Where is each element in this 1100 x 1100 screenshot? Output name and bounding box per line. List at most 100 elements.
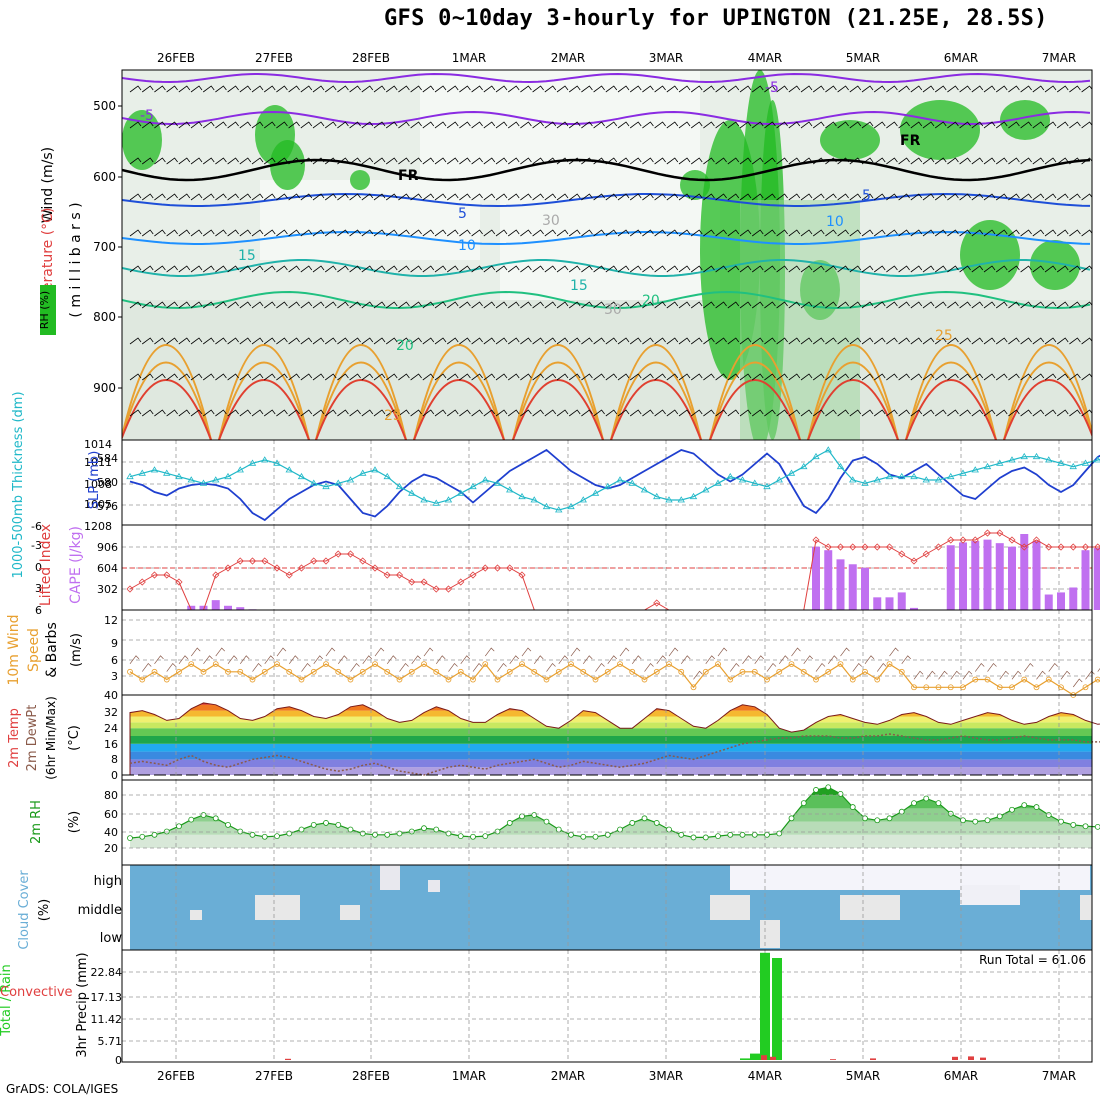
wind-speed-marker (727, 676, 734, 683)
lifted-index-marker (150, 571, 159, 579)
surface-wind-barb (766, 663, 777, 672)
rh-marker (531, 812, 538, 818)
contour-label: 30 (604, 302, 622, 318)
lifted-index-line (129, 532, 1100, 611)
upper-wind-barb (995, 157, 1008, 165)
upper-wind-barb (337, 409, 349, 417)
lifted-index-marker (1020, 543, 1028, 551)
upper-wind-barb (166, 85, 178, 93)
upper-wind-barb (349, 85, 361, 93)
upper-wind-barb (263, 265, 276, 273)
upper-wind-barb (886, 265, 898, 273)
upper-wind-barb (788, 337, 801, 345)
wind-speed-marker (996, 684, 1003, 691)
upper-wind-barb (605, 373, 618, 381)
lifted-index-marker (383, 571, 391, 579)
lifted-index-tick: -3 (31, 539, 42, 552)
upper-wind-barb (459, 409, 471, 417)
surface-wind-barb (190, 647, 201, 657)
wind-speed-marker (690, 684, 697, 691)
cape-bar (824, 550, 833, 610)
pressure-tick: 900 (93, 381, 116, 395)
upper-wind-barb (495, 265, 508, 273)
precip-tick: 11.42 (91, 1013, 123, 1026)
upper-wind-barb (629, 193, 642, 201)
thickness-marker (285, 466, 293, 473)
rh-marker (923, 795, 930, 802)
upper-wind-barb (910, 121, 923, 129)
rh-shade (122, 300, 1092, 440)
bottom-date-label: 1MAR (452, 1069, 487, 1083)
thickness-marker (530, 496, 538, 503)
rh-marker (555, 826, 562, 833)
upper-wind-barb (202, 121, 215, 129)
rh-marker (1070, 822, 1077, 828)
wind-speed-marker (163, 676, 170, 683)
rh-marker (935, 800, 942, 807)
upper-wind-barb (581, 157, 593, 165)
upper-wind-barb (751, 301, 764, 309)
wind-speed-marker (506, 668, 513, 675)
lifted-index-marker (138, 578, 146, 586)
upper-wind-barb (178, 373, 191, 381)
upper-wind-barb (959, 337, 971, 345)
upper-wind-barb (398, 85, 410, 93)
upper-wind-barb (1069, 157, 1081, 165)
cape-tick: 906 (97, 541, 118, 554)
upper-wind-barb (1020, 373, 1032, 381)
upper-wind-barb (715, 121, 727, 129)
upper-wind-barb (178, 193, 191, 201)
upper-wind-barb (800, 265, 813, 273)
upper-wind-barb (617, 301, 630, 309)
upper-wind-barb (141, 157, 154, 165)
precip-tick: 22.84 (91, 966, 123, 979)
contour-label: 5 (862, 188, 871, 204)
thickness-marker (1057, 459, 1065, 466)
contour-label: -5 (140, 108, 154, 124)
temp-axis-label-3: (6hr Min/Max) (44, 696, 58, 780)
wind-speed-marker (678, 668, 685, 675)
convective-bar (770, 1056, 776, 1060)
upper-wind-barb (873, 121, 886, 129)
upper-wind-barb (873, 337, 886, 345)
rh-marker (996, 813, 1003, 820)
surface-wind-barb (864, 655, 875, 665)
wind-tick: 3 (111, 670, 118, 683)
upper-wind-barb (337, 229, 349, 237)
lifted-index-marker (224, 564, 232, 572)
upper-wind-barb (825, 265, 837, 273)
upper-wind-barb (300, 229, 313, 237)
lifted-index-marker (285, 571, 293, 579)
surface-wind-barb (313, 655, 323, 665)
rh-marker (506, 820, 513, 826)
surface-wind-barb (595, 663, 605, 672)
warm-contour-arch (315, 344, 407, 440)
upper-wind-barb (410, 409, 422, 417)
upper-wind-barb (1069, 229, 1081, 237)
upper-wind-barb (190, 85, 203, 93)
upper-wind-barb (1056, 301, 1069, 309)
lifted-index-marker (408, 578, 416, 586)
temp-unit-label: (°C) (67, 725, 82, 751)
thickness-marker (126, 472, 134, 480)
rh-marker (1094, 823, 1100, 830)
upper-wind-barb (568, 373, 581, 381)
rh-tick: 80 (104, 789, 118, 802)
upper-wind-barb (422, 409, 435, 417)
wind-speed-marker (1009, 684, 1015, 691)
thickness-marker (567, 502, 575, 510)
cloud-block (730, 865, 1090, 890)
upper-wind-barb (666, 337, 679, 345)
upper-wind-barb (739, 337, 752, 345)
upper-wind-barb (739, 157, 752, 165)
upper-wind-barb (873, 193, 886, 201)
cape-bar (236, 607, 245, 610)
upper-wind-barb (434, 121, 447, 129)
lifted-index-marker (297, 564, 306, 572)
rh-fill-layer (130, 787, 1092, 848)
temp-tick: 32 (104, 706, 118, 719)
thickness-marker (1008, 456, 1016, 463)
upper-wind-barb (239, 157, 252, 165)
upper-wind-barb (837, 157, 849, 165)
upper-wind-barb (934, 157, 947, 165)
